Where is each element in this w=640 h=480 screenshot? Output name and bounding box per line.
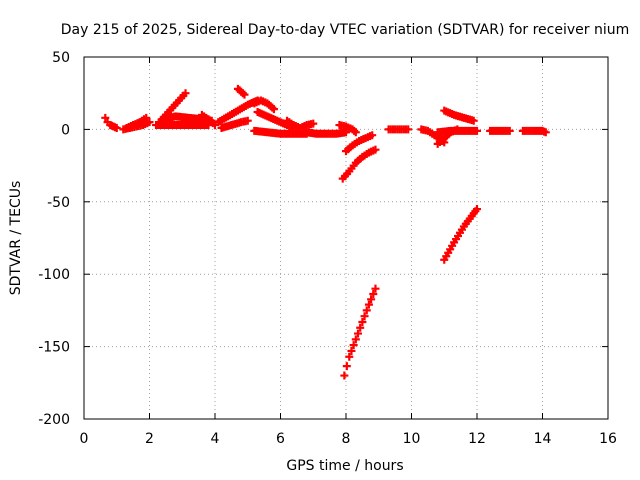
data-point [181, 89, 190, 98]
series-arc1 [101, 113, 121, 132]
series-arc26 [486, 126, 514, 135]
grid-lines [84, 57, 608, 419]
x-tick-labels: 0 2 4 6 8 10 12 14 16 [80, 431, 617, 447]
data-point [356, 323, 365, 332]
x-tick-label: 14 [534, 431, 552, 447]
series-arc17 [342, 131, 377, 156]
series-arc16 [335, 121, 360, 137]
x-tick-label: 2 [145, 431, 154, 447]
data-points [101, 84, 550, 380]
data-point [145, 118, 154, 127]
series-arc18 [338, 145, 380, 183]
x-tick-label: 16 [599, 431, 617, 447]
data-point [404, 125, 413, 134]
series-arc13 [250, 126, 311, 138]
series-arc3 [122, 113, 151, 132]
data-point [541, 128, 550, 137]
y-tick-label: 50 [52, 50, 70, 66]
series-arc19 [340, 284, 380, 380]
data-point [101, 113, 110, 122]
series-arc20 [384, 125, 413, 134]
data-point [371, 284, 380, 293]
data-point [351, 335, 360, 344]
series-arc24 [433, 126, 481, 137]
data-point [351, 128, 360, 137]
data-point [345, 352, 354, 361]
x-tick-label: 4 [211, 431, 220, 447]
data-point [347, 346, 356, 355]
data-point [362, 306, 371, 315]
data-point [142, 113, 151, 122]
chart-title: Day 215 of 2025, Sidereal Day-to-day VTE… [61, 22, 630, 38]
data-point [368, 131, 377, 140]
data-point [360, 312, 369, 321]
data-point [364, 300, 373, 309]
data-point [349, 341, 358, 350]
y-tick-label: -150 [38, 340, 70, 356]
axis-ticks [83, 56, 609, 420]
x-tick-label: 8 [342, 431, 351, 447]
x-tick-label: 10 [403, 431, 421, 447]
data-point [367, 295, 376, 304]
data-point [340, 371, 349, 380]
x-axis-label: GPS time / hours [286, 458, 403, 474]
data-point [354, 329, 363, 338]
series-arc27 [518, 126, 550, 137]
data-point [371, 145, 380, 154]
y-tick-label: -50 [47, 195, 70, 211]
data-point [309, 119, 318, 128]
series-arc14 [283, 116, 318, 132]
series-arc11 [250, 96, 278, 114]
data-point [358, 317, 367, 326]
x-tick-label: 0 [80, 431, 89, 447]
series-arc23 [440, 106, 478, 125]
y-tick-label: -100 [38, 267, 70, 283]
x-tick-label: 6 [276, 431, 285, 447]
data-point [243, 116, 252, 125]
series-arc25 [440, 205, 481, 264]
series-arc15 [302, 128, 350, 138]
data-point [240, 90, 249, 99]
data-point [342, 362, 351, 371]
y-tick-label: 0 [61, 122, 70, 138]
y-tick-labels: -200 -150 -100 -50 0 50 [38, 50, 70, 428]
data-point [469, 116, 478, 125]
data-point [505, 126, 514, 135]
data-point [369, 289, 378, 298]
x-tick-label: 12 [468, 431, 486, 447]
series-arc10 [233, 84, 249, 99]
data-point [269, 105, 278, 114]
data-point [473, 126, 481, 135]
data-point [473, 205, 481, 214]
y-axis-label: SDTVAR / TECUs [8, 181, 24, 296]
y-tick-label: -200 [38, 412, 70, 428]
data-point [112, 123, 121, 132]
series-arc9 [217, 116, 252, 132]
